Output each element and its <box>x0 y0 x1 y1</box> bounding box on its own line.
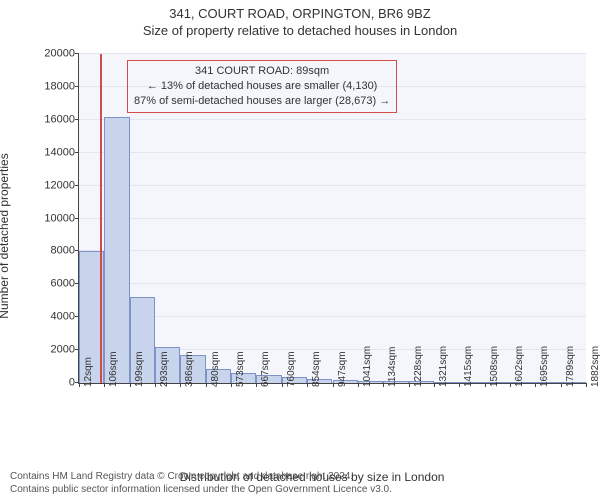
gridline <box>79 283 586 284</box>
x-tick-mark <box>485 383 486 387</box>
x-tick-label: 12sqm <box>83 357 94 387</box>
y-axis-label: Number of detached properties <box>0 153 11 318</box>
x-tick-label: 1321sqm <box>438 346 449 387</box>
footer-line-2: Contains public sector information licen… <box>10 484 590 497</box>
chart-wrap: Number of detached properties 0200040006… <box>34 44 590 428</box>
x-tick-label: 947sqm <box>337 351 348 387</box>
annotation-line-2: ← 13% of detached houses are smaller (4,… <box>134 79 390 94</box>
x-tick-mark <box>535 383 536 387</box>
x-tick-label: 1415sqm <box>463 346 474 387</box>
plot-area: 0200040006000800010000120001400016000180… <box>78 54 586 384</box>
histogram-bar <box>104 117 129 383</box>
x-tick-mark <box>282 383 283 387</box>
y-tick-label: 8000 <box>51 246 79 257</box>
gridline <box>79 250 586 251</box>
x-tick-mark <box>358 383 359 387</box>
x-tick-mark <box>104 383 105 387</box>
y-tick-mark <box>75 185 79 186</box>
annotation-line-1: 341 COURT ROAD: 89sqm <box>134 64 390 79</box>
x-tick-label: 1789sqm <box>565 346 576 387</box>
annotation-box: 341 COURT ROAD: 89sqm← 13% of detached h… <box>127 60 397 113</box>
x-tick-mark <box>510 383 511 387</box>
x-tick-label: 199sqm <box>134 351 145 387</box>
y-tick-label: 6000 <box>51 279 79 290</box>
y-tick-label: 18000 <box>44 81 79 92</box>
y-tick-mark <box>75 218 79 219</box>
y-tick-label: 12000 <box>44 180 79 191</box>
x-tick-label: 1134sqm <box>387 347 398 387</box>
x-tick-mark <box>79 383 80 387</box>
chart-container: 341, COURT ROAD, ORPINGTON, BR6 9BZ Size… <box>0 0 600 500</box>
x-tick-label: 293sqm <box>159 351 170 387</box>
x-tick-mark <box>130 383 131 387</box>
gridline <box>79 152 586 153</box>
y-tick-label: 14000 <box>44 147 79 158</box>
x-tick-label: 1228sqm <box>413 346 424 387</box>
x-tick-mark <box>307 383 308 387</box>
x-tick-label: 667sqm <box>260 351 271 387</box>
page-subtitle: Size of property relative to detached ho… <box>0 23 600 44</box>
x-tick-mark <box>333 383 334 387</box>
x-tick-mark <box>180 383 181 387</box>
x-tick-label: 1695sqm <box>539 346 550 387</box>
footer-line-1: Contains HM Land Registry data © Crown c… <box>10 471 590 484</box>
x-tick-label: 1882sqm <box>590 346 600 387</box>
y-tick-label: 2000 <box>51 345 79 356</box>
x-tick-mark <box>206 383 207 387</box>
x-tick-mark <box>155 383 156 387</box>
y-tick-mark <box>75 86 79 87</box>
x-tick-label: 1508sqm <box>489 346 500 387</box>
y-tick-mark <box>75 53 79 54</box>
x-tick-label: 1041sqm <box>362 346 373 387</box>
y-tick-label: 0 <box>69 378 79 389</box>
plot: 0200040006000800010000120001400016000180… <box>78 44 586 428</box>
x-tick-label: 573sqm <box>235 351 246 387</box>
x-tick-mark <box>256 383 257 387</box>
x-tick-label: 386sqm <box>184 351 195 387</box>
x-tick-mark <box>459 383 460 387</box>
x-tick-mark <box>434 383 435 387</box>
x-tick-mark <box>383 383 384 387</box>
y-tick-label: 20000 <box>44 49 79 60</box>
gridline <box>79 185 586 186</box>
property-marker-line <box>100 54 102 383</box>
x-tick-label: 854sqm <box>311 351 322 387</box>
y-tick-mark <box>75 119 79 120</box>
gridline <box>79 218 586 219</box>
x-tick-label: 106sqm <box>108 351 119 387</box>
y-tick-mark <box>75 152 79 153</box>
x-tick-label: 1602sqm <box>514 346 525 387</box>
annotation-line-3: 87% of semi-detached houses are larger (… <box>134 94 390 109</box>
footer-attribution: Contains HM Land Registry data © Crown c… <box>10 471 590 496</box>
gridline <box>79 119 586 120</box>
x-tick-mark <box>409 383 410 387</box>
gridline <box>79 316 586 317</box>
x-tick-mark <box>231 383 232 387</box>
y-tick-label: 10000 <box>44 213 79 224</box>
page-title: 341, COURT ROAD, ORPINGTON, BR6 9BZ <box>0 0 600 23</box>
x-tick-label: 480sqm <box>210 351 221 387</box>
x-tick-mark <box>561 383 562 387</box>
x-tick-label: 760sqm <box>286 351 297 387</box>
x-tick-mark <box>586 383 587 387</box>
y-tick-label: 4000 <box>51 312 79 323</box>
y-tick-label: 16000 <box>44 114 79 125</box>
gridline <box>79 53 586 54</box>
